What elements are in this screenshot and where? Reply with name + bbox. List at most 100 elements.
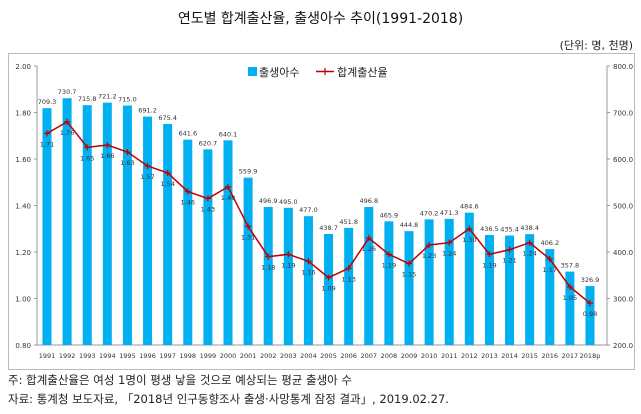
bar [364,206,374,345]
rate-value-label: 1.54 [160,180,174,188]
rate-value-label: 0.98 [583,310,597,318]
x-tick-label: 1996 [139,352,156,360]
bar-value-label: 709.3 [38,98,57,106]
bar [102,102,112,345]
bar-value-label: 357.8 [561,262,580,270]
x-tick-label: 2016 [542,352,559,360]
bar-value-label: 326.9 [581,276,600,284]
x-tick-label: 2009 [401,352,418,360]
x-tick-label: 2007 [361,352,378,360]
rate-value-label: 1.26 [362,245,376,253]
rate-value-label: 1.05 [563,294,577,302]
bar [243,177,253,345]
bar-value-label: 715.0 [118,96,137,104]
rate-value-label: 1.63 [120,159,134,167]
bar-value-label: 484.6 [460,203,479,211]
x-tick-label: 2001 [240,352,257,360]
bar-value-label: 721.2 [98,93,117,101]
right-tick-label: 600.0 [613,156,633,164]
bar [122,105,132,346]
left-tick-label: 1.40 [15,203,31,211]
bar [82,105,92,345]
legend-bar-swatch [248,67,257,76]
bar-value-label: 438.4 [520,224,539,232]
rate-value-label: 1.15 [402,271,416,279]
rate-value-label: 1.19 [382,261,396,269]
rate-value-label: 1.16 [301,268,315,276]
x-tick-label: 2002 [260,352,277,360]
bar-value-label: 471.3 [440,209,459,217]
chart-title: 연도별 합계출산율, 출생아수 추이(1991-2018) [177,11,464,27]
x-tick-label: 2017 [562,352,579,360]
x-tick-label: 1997 [159,352,176,360]
x-tick-label: 2015 [521,352,538,360]
x-tick-label: 2010 [421,352,438,360]
right-tick-label: 200.0 [613,342,633,350]
x-tick-label: 2004 [300,352,317,360]
bar-value-label: 436.5 [480,225,499,233]
x-tick-label: 2000 [220,352,237,360]
rate-value-label: 1.66 [100,152,114,160]
left-tick-label: 2.00 [15,63,31,71]
right-tick-label: 300.0 [613,296,633,304]
bar [203,149,213,345]
left-tick-label: 1.20 [15,249,31,257]
rate-value-label: 1.19 [281,261,295,269]
rate-value-label: 1.43 [201,206,215,214]
rate-value-label: 1.23 [422,252,436,260]
right-tick-label: 700.0 [613,110,633,118]
x-tick-label: 1995 [119,352,136,360]
x-tick-label: 1991 [39,352,56,360]
x-tick-label: 2018p [580,352,601,360]
bar-value-label: 640.1 [219,130,238,138]
bar [525,234,535,345]
legend-bar-label: 출생아수 [259,66,299,79]
rate-value-label: 1.30 [462,236,476,244]
unit-label: (단위: 명, 천명) [559,39,633,52]
legend-line-label: 합계출산율 [337,66,388,79]
bar-value-label: 451.8 [339,218,358,226]
bar [484,235,494,345]
rate-value-label: 1.24 [522,250,536,258]
bar-value-label: 691.2 [138,107,157,115]
right-tick-label: 800.0 [613,63,633,71]
bar-value-label: 435.4 [500,226,519,234]
left-tick-label: 1.80 [15,110,31,118]
bar [42,108,52,345]
bar-value-label: 641.6 [178,130,197,138]
rate-value-label: 1.09 [321,285,335,293]
bar-value-label: 465.9 [380,211,399,219]
bar [223,140,233,345]
bar [424,219,434,345]
left-tick-label: 0.80 [15,342,31,350]
bar [303,216,313,345]
x-tick-label: 2013 [481,352,498,360]
x-tick-label: 1999 [200,352,217,360]
rate-value-label: 1.76 [60,129,74,137]
bar [565,271,575,345]
bar [344,227,354,345]
left-tick-label: 1.00 [15,296,31,304]
bar-value-label: 620.7 [199,139,218,147]
rate-value-label: 1.18 [261,264,275,272]
rate-value-label: 1.57 [140,173,154,181]
x-tick-label: 1992 [59,352,76,360]
left-tick-label: 1.60 [15,156,31,164]
x-tick-label: 2005 [320,352,337,360]
source-note: 자료: 통계청 보도자료, 「2018년 인구동향조사 출생·사망통계 잠정 결… [8,392,449,406]
bar [545,249,555,345]
bar-value-label: 730.7 [58,88,77,96]
bar [324,234,334,345]
x-tick-label: 2003 [280,352,297,360]
chart-area [8,53,635,370]
rate-value-label: 1.48 [221,194,235,202]
bar-value-label: 444.8 [400,221,419,229]
rate-value-label: 1.65 [80,154,94,162]
x-tick-label: 1993 [79,352,96,360]
rate-value-label: 1.46 [181,199,195,207]
x-tick-label: 2008 [381,352,398,360]
bar-value-label: 496.9 [259,197,278,205]
x-tick-label: 2006 [340,352,357,360]
bar [163,123,173,346]
